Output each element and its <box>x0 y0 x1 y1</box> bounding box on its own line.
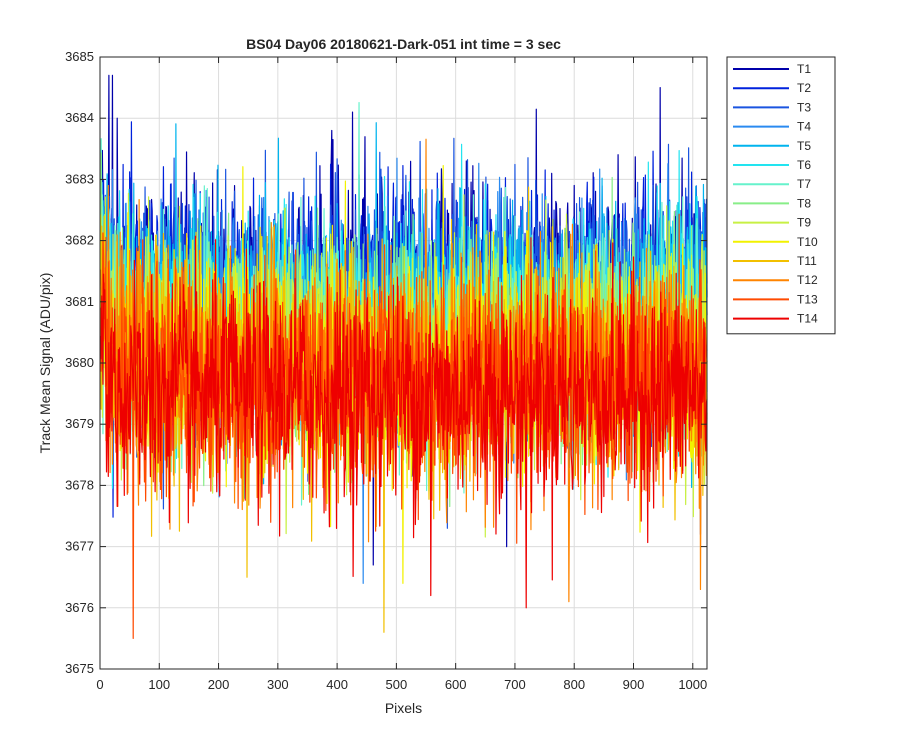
x-tick-label: 900 <box>623 677 645 692</box>
chart-title: BS04 Day06 20180621-Dark-051 int time = … <box>246 36 561 52</box>
legend-label: T6 <box>797 158 811 172</box>
y-tick-label: 3677 <box>65 539 94 554</box>
axis-ticks: 0 100 200 300 400 500 600 700 800 900 1000 3675 3676… <box>65 49 707 692</box>
legend-item: T8 <box>733 196 811 210</box>
legend-label: T5 <box>797 139 811 153</box>
y-tick-label: 3679 <box>65 416 94 431</box>
legend-item: T3 <box>733 100 811 114</box>
legend-label: T3 <box>797 100 811 114</box>
legend-label: T10 <box>797 235 818 249</box>
legend-item: T9 <box>733 216 811 230</box>
x-tick-label: 300 <box>267 677 289 692</box>
legend-item: T7 <box>733 177 811 191</box>
x-tick-label: 200 <box>208 677 230 692</box>
legend-label: T9 <box>797 216 811 230</box>
legend: T1 T2 T3 T4 T5 T6 T7 T8 T9 T10 T11 T12 T13 T14 <box>726 56 836 335</box>
legend-label: T7 <box>797 177 811 191</box>
x-tick-label: 1000 <box>678 677 707 692</box>
x-tick-label: 800 <box>563 677 585 692</box>
legend-label: T13 <box>797 292 818 306</box>
x-tick-label: 600 <box>445 677 467 692</box>
x-tick-label: 700 <box>504 677 526 692</box>
y-tick-label: 3682 <box>65 233 94 248</box>
y-tick-label: 3683 <box>65 171 94 186</box>
legend-label: T8 <box>797 196 811 210</box>
x-tick-label: 400 <box>326 677 348 692</box>
y-tick-label: 3685 <box>65 49 94 64</box>
y-tick-label: 3675 <box>65 661 94 676</box>
legend-label: T12 <box>797 273 818 287</box>
legend-item: T11 <box>733 254 817 268</box>
y-axis-label: Track Mean Signal (ADU/pix) <box>37 273 53 454</box>
legend-item: T5 <box>733 139 811 153</box>
legend-box <box>726 56 836 335</box>
legend-item: T2 <box>733 81 811 95</box>
y-tick-label: 3680 <box>65 355 94 370</box>
legend-item: T12 <box>733 273 818 287</box>
legend-label: T11 <box>797 254 817 268</box>
series-lines <box>99 74 708 639</box>
legend-item: T1 <box>733 62 811 76</box>
x-tick-label: 500 <box>386 677 408 692</box>
legend-label: T1 <box>797 62 811 76</box>
legend-item: T10 <box>733 235 818 249</box>
x-tick-label: 0 <box>96 677 103 692</box>
x-tick-label: 100 <box>148 677 170 692</box>
y-tick-label: 3684 <box>65 110 94 125</box>
x-axis-label: Pixels <box>385 700 422 716</box>
y-tick-label: 3678 <box>65 477 94 492</box>
legend-label: T14 <box>797 312 818 326</box>
legend-item: T4 <box>733 120 811 134</box>
legend-label: T4 <box>797 120 811 134</box>
legend-item: T14 <box>733 312 818 326</box>
legend-item: T6 <box>733 158 811 172</box>
legend-item: T13 <box>733 292 818 306</box>
y-tick-label: 3676 <box>65 600 94 615</box>
legend-label: T2 <box>797 81 811 95</box>
series-line-t14 <box>99 235 708 609</box>
y-tick-label: 3681 <box>65 294 94 309</box>
